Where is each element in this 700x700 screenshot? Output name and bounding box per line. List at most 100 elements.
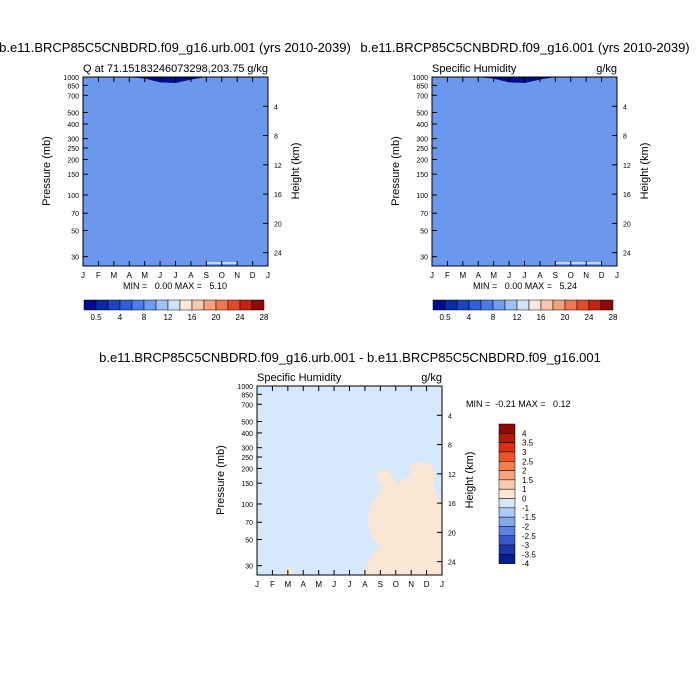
y-tick-label: 150 xyxy=(67,172,79,179)
colorbar-label: 0 xyxy=(522,495,527,504)
panel-3: b.e11.BRCP85C5CNBDRD.f09_g16.urb.001 - b… xyxy=(99,350,601,589)
x-tick-label: A xyxy=(301,580,307,589)
x-tick-label: J xyxy=(255,580,259,589)
colorbar-swatch xyxy=(498,423,516,434)
x-tick-label: S xyxy=(204,271,209,280)
y-tick-label: 70 xyxy=(245,520,253,527)
y-tick-label: 100 xyxy=(67,193,79,200)
x-tick-label: J xyxy=(348,580,352,589)
colorbar-label: 1.5 xyxy=(522,476,534,485)
y-tick-label: 30 xyxy=(420,255,428,262)
y-tick-label: 70 xyxy=(420,211,428,218)
y-tick-label: 400 xyxy=(241,431,253,438)
y-tick-label: 300 xyxy=(416,137,428,144)
y-tick-label: 500 xyxy=(67,111,79,118)
y-tick-label: 700 xyxy=(241,402,253,409)
y-tick-label: 100 xyxy=(241,502,253,509)
y-tick-label: 250 xyxy=(241,455,253,462)
x-tick-label: J xyxy=(523,271,527,280)
panel-1-min-max: MIN = 0.00 MAX = 5.10 xyxy=(123,281,227,291)
y-tick-label: 50 xyxy=(71,228,79,235)
colorbar-label: 24 xyxy=(585,313,594,322)
y-right-tick-label: 12 xyxy=(623,163,631,170)
panel-1-title: b.e11.BRCP85C5CNBDRD.f09_g16.urb.001 (yr… xyxy=(0,40,351,55)
panel-1-subtitle-right: g/kg xyxy=(247,63,268,75)
panel-2-contour-fill xyxy=(432,77,617,266)
colorbar-label: 16 xyxy=(537,313,546,322)
colorbar-label: 8 xyxy=(491,313,496,322)
panel-1-axes: J F M A M J J A S O N D J305070100150200250300400500… xyxy=(63,75,281,280)
panel-2-subtitle-right: g/kg xyxy=(596,63,617,75)
panel-2-min-max: MIN = 0.00 MAX = 5.24 xyxy=(473,281,577,291)
colorbar-label: 4 xyxy=(522,429,527,438)
x-tick-label: F xyxy=(445,271,450,280)
y-right-tick-label: 4 xyxy=(448,413,452,420)
y-tick-label: 400 xyxy=(416,122,428,129)
x-tick-label: J xyxy=(430,271,434,280)
panel-3-axes: J F M A M J J A S O N D J305070100150200250300400500… xyxy=(237,384,455,589)
y-tick-label: 70 xyxy=(71,211,79,218)
colorbar-swatch xyxy=(191,299,205,311)
x-tick-label: S xyxy=(553,271,558,280)
colorbar-swatch xyxy=(498,544,516,555)
panel-1-y-axis-label: Pressure (mb) xyxy=(41,136,53,206)
x-tick-label: O xyxy=(219,271,225,280)
y-tick-label: 1000 xyxy=(412,75,428,82)
x-tick-label: A xyxy=(362,580,368,589)
panel-3-title: b.e11.BRCP85C5CNBDRD.f09_g16.urb.001 - b… xyxy=(99,350,601,365)
panel-2-y-axis-label: Pressure (mb) xyxy=(390,136,402,206)
colorbar-swatch xyxy=(498,433,516,443)
colorbar-swatch xyxy=(432,299,446,311)
contour-band xyxy=(432,77,617,266)
y-right-tick-label: 4 xyxy=(623,104,627,111)
panel-1-y-right-axis-label: Height (km) xyxy=(290,143,302,200)
x-tick-label: J xyxy=(174,271,178,280)
y-tick-label: 850 xyxy=(67,83,79,90)
x-tick-label: J xyxy=(81,271,85,280)
x-tick-label: J xyxy=(266,271,270,280)
colorbar-label: 8 xyxy=(142,313,147,322)
colorbar-label: 12 xyxy=(513,313,522,322)
y-right-tick-label: 20 xyxy=(274,221,282,228)
y-tick-label: 200 xyxy=(67,157,79,164)
y-tick-label: 300 xyxy=(241,446,253,453)
y-right-tick-label: 8 xyxy=(623,134,627,141)
colorbar-swatch xyxy=(498,516,516,527)
y-right-tick-label: 8 xyxy=(448,443,452,450)
y-tick-label: 1000 xyxy=(237,384,253,391)
x-tick-label: A xyxy=(188,271,194,280)
y-right-tick-label: 16 xyxy=(623,192,631,199)
panel-2-subtitle-left: Specific Humidity xyxy=(432,63,517,75)
y-tick-label: 200 xyxy=(241,466,253,473)
x-tick-label: N xyxy=(408,580,414,589)
panel-2-title: b.e11.BRCP85C5CNBDRD.f09_g16.001 (yrs 20… xyxy=(360,40,689,55)
colorbar-label: 3 xyxy=(522,448,527,457)
colorbar-label: -2.5 xyxy=(522,532,536,541)
x-tick-label: N xyxy=(234,271,240,280)
colorbar-swatch xyxy=(564,299,578,311)
panel-1-colorbar: 0.5 4 8 12 16 20 24 28 xyxy=(83,299,269,322)
colorbar-swatch xyxy=(480,299,494,311)
colorbar-label: 20 xyxy=(212,313,221,322)
panel-3-subtitle-right: g/kg xyxy=(421,372,442,384)
y-right-tick-label: 16 xyxy=(448,501,456,508)
panel-1-contour-fill xyxy=(83,77,268,266)
y-tick-label: 50 xyxy=(420,228,428,235)
colorbar-label: 3.5 xyxy=(522,439,534,448)
colorbar-label: 0.5 xyxy=(439,313,451,322)
colorbar-label: -3.5 xyxy=(522,550,536,559)
x-tick-label: M xyxy=(315,580,322,589)
y-tick-label: 400 xyxy=(67,122,79,129)
y-tick-label: 500 xyxy=(416,111,428,118)
colorbar-label: 2 xyxy=(522,467,527,476)
panel-2: b.e11.BRCP85C5CNBDRD.f09_g16.001 (yrs 20… xyxy=(360,40,689,322)
y-tick-label: 250 xyxy=(67,146,79,153)
y-tick-label: 500 xyxy=(241,420,253,427)
y-tick-label: 850 xyxy=(241,392,253,399)
colorbar-swatch xyxy=(576,299,590,311)
colorbar-label: 4 xyxy=(467,313,472,322)
y-tick-label: 100 xyxy=(416,193,428,200)
x-tick-label: A xyxy=(537,271,543,280)
x-tick-label: J xyxy=(440,580,444,589)
colorbar-label: -1 xyxy=(522,504,530,513)
